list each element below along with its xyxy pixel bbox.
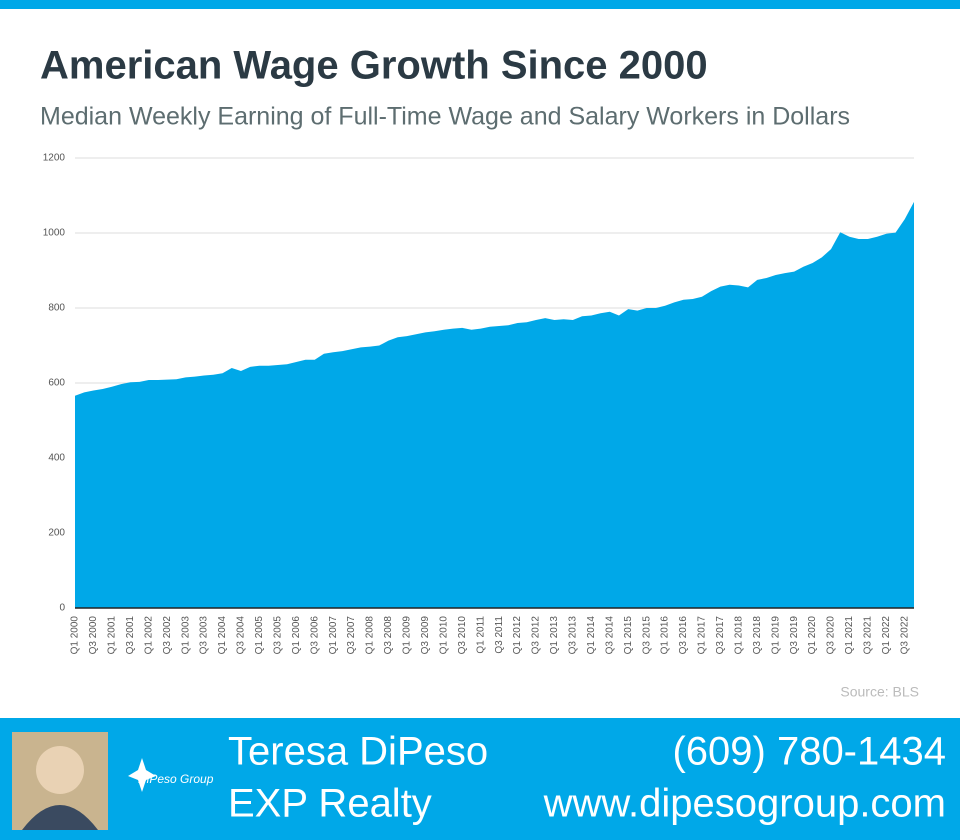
- x-tick-label: Q1 2016: [660, 616, 671, 655]
- x-tick-label: Q1 2007: [328, 616, 339, 655]
- x-tick-label: Q1 2003: [180, 616, 191, 655]
- x-tick-label: Q3 2010: [457, 616, 468, 655]
- x-tick-label: Q1 2022: [881, 616, 892, 655]
- x-tick-label: Q1 2011: [475, 616, 486, 654]
- x-tick-label: Q3 2020: [826, 616, 837, 655]
- x-tick-label: Q1 2006: [291, 616, 302, 655]
- y-tick-label: 0: [59, 603, 65, 614]
- x-tick-label: Q3 2003: [199, 616, 210, 655]
- x-tick-label: Q1 2020: [807, 616, 818, 655]
- x-tick-label: Q3 2013: [568, 616, 579, 655]
- website: www.dipesogroup.com: [543, 782, 946, 826]
- x-tick-label: Q3 2005: [272, 616, 283, 655]
- x-tick-label: Q3 2019: [789, 616, 800, 655]
- y-tick-label: 200: [48, 528, 65, 539]
- x-tick-label: Q1 2000: [70, 616, 81, 655]
- x-tick-label: Q1 2013: [549, 616, 560, 655]
- company: EXP Realty: [228, 782, 432, 826]
- agent-name: Teresa DiPeso: [228, 730, 488, 774]
- x-tick-label: Q1 2005: [254, 616, 265, 655]
- footer-bar: [0, 718, 960, 840]
- x-tick-label: Q1 2021: [844, 616, 855, 655]
- x-tick-label: Q1 2012: [512, 616, 523, 655]
- logo-star: [128, 758, 156, 792]
- x-tick-label: Q1 2019: [770, 616, 781, 655]
- chart-title: American Wage Growth Since 2000: [40, 44, 708, 88]
- y-tick-label: 800: [48, 303, 65, 314]
- x-tick-label: Q1 2014: [586, 616, 597, 655]
- x-tick-label: Q1 2001: [107, 616, 118, 655]
- x-tick-label: Q1 2008: [365, 616, 376, 655]
- x-tick-label: Q3 2007: [346, 616, 357, 655]
- x-tick-label: Q3 2008: [383, 616, 394, 655]
- x-tick-label: Q3 2016: [678, 616, 689, 655]
- photo-face: [36, 746, 84, 794]
- chart-subtitle: Median Weekly Earning of Full-Time Wage …: [40, 103, 850, 131]
- y-tick-label: 400: [48, 453, 65, 464]
- x-tick-label: Q3 2022: [899, 616, 910, 655]
- x-tick-label: Q3 2015: [641, 616, 652, 655]
- x-tick-label: Q3 2014: [604, 616, 615, 655]
- top-bar: [0, 0, 960, 9]
- y-tick-label: 1000: [43, 228, 66, 239]
- x-tick-label: Q3 2001: [125, 616, 136, 655]
- x-tick-label: Q3 2009: [420, 616, 431, 655]
- y-tick-label: 1200: [43, 153, 66, 164]
- y-tick-label: 600: [48, 378, 65, 389]
- logo-text: DiPeso Group: [138, 772, 214, 786]
- x-tick-label: Q3 2021: [863, 616, 874, 655]
- x-tick-label: Q1 2004: [217, 616, 228, 655]
- x-tick-label: Q3 2002: [162, 616, 173, 655]
- x-tick-label: Q1 2015: [623, 616, 634, 655]
- x-tick-label: Q1 2017: [697, 616, 708, 655]
- x-tick-label: Q1 2009: [402, 616, 413, 655]
- plot: 0 200 400 600 800 1000 1200 Q1 2000 Q3 2000 Q1 20…: [43, 153, 914, 655]
- x-tick-label: Q3 2004: [236, 616, 247, 655]
- x-tick-label: Q1 2018: [733, 616, 744, 655]
- x-tick-label: Q3 2011: [494, 616, 505, 654]
- x-tick-label: Q3 2018: [752, 616, 763, 655]
- x-tick-label: Q1 2002: [143, 616, 154, 655]
- x-tick-label: Q3 2017: [715, 616, 726, 655]
- x-tick-label: Q1 2010: [438, 616, 449, 655]
- x-tick-label: Q3 2012: [531, 616, 542, 655]
- phone: (609) 780-1434: [672, 730, 946, 774]
- area: [75, 201, 914, 608]
- x-tick-label: Q3 2000: [88, 616, 99, 655]
- x-tick-label: Q3 2006: [309, 616, 320, 655]
- photo-body: [22, 805, 98, 830]
- source: Source: BLS: [840, 684, 919, 700]
